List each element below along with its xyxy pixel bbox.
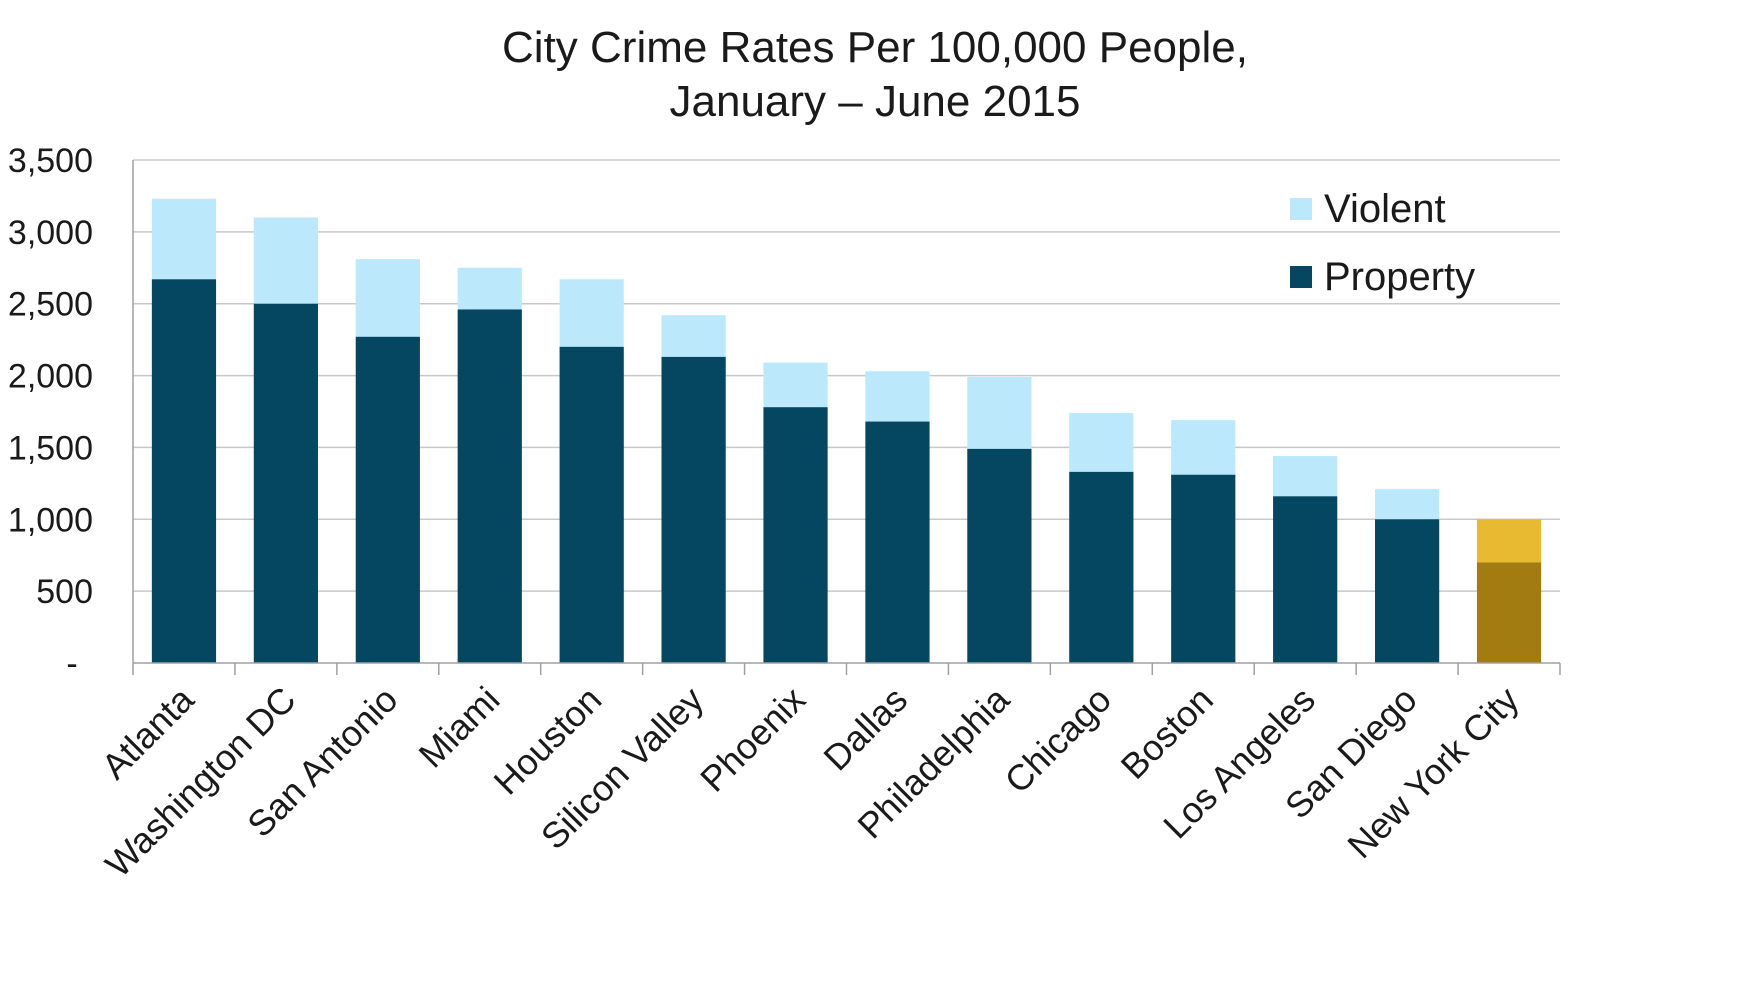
legend-swatch-violent [1290,198,1312,220]
bar-violent-dallas [865,371,930,422]
bar-property-silicon-valley [661,356,726,663]
bar-violent-chicago [1069,412,1134,472]
bar-violent-philadelphia [967,377,1032,449]
bar-property-boston [1171,474,1236,663]
chart-title-line-2: January – June 2015 [670,77,1081,126]
x-tick-label: Phoenix [692,679,813,800]
bar-violent-new-york-city [1476,519,1542,563]
y-tick-label: 2,500 [8,286,93,324]
x-tick-label: Miami [411,679,508,776]
y-tick-label: 1,000 [8,501,93,539]
legend: Violent Property [1290,187,1475,299]
bar-violent-washington-dc [253,217,319,304]
bar-property-san-antonio [355,336,420,663]
chart-title-line-1: City Crime Rates Per 100,000 People, [502,23,1248,72]
x-tick-label: Chicago [997,679,1119,801]
bar-property-san-diego [1374,519,1440,663]
bar-violent-los-angeles [1273,456,1338,497]
bar-property-washington-dc [253,303,319,663]
bar-violent-atlanta [151,198,217,280]
bar-violent-boston [1171,420,1236,475]
bars [151,198,1542,663]
y-tick-label: 3,500 [8,142,93,180]
y-tick-label: 3,000 [8,214,93,252]
y-axis-tick-labels: - 500 1,000 1,500 2,000 2,500 3,000 3,500 [8,142,93,683]
x-tick-label: Dallas [815,679,915,779]
bar-property-chicago [1069,471,1134,663]
bar-violent-phoenix [763,362,828,408]
y-tick-label: 500 [36,573,93,611]
legend-swatch-property [1290,266,1312,288]
bar-property-dallas [865,421,930,663]
y-tick-label: 1,500 [8,429,93,467]
bar-property-new-york-city [1476,562,1542,663]
bar-property-phoenix [763,407,828,663]
bar-property-miami [457,309,522,663]
bar-violent-san-antonio [355,259,420,337]
bar-property-philadelphia [967,448,1032,663]
bar-violent-silicon-valley [661,315,726,357]
bar-violent-houston [559,279,624,347]
bar-property-atlanta [151,279,217,663]
bar-property-los-angeles [1273,496,1338,663]
axes [132,160,1561,675]
bar-violent-miami [457,267,522,310]
chart-title: City Crime Rates Per 100,000 People, Jan… [502,23,1248,126]
y-tick-label: 2,000 [8,358,93,396]
bar-violent-san-diego [1374,489,1440,520]
legend-label-property: Property [1324,255,1475,299]
y-tick-label: - [66,645,77,683]
legend-label-violent: Violent [1324,187,1446,231]
bar-property-houston [559,346,624,663]
